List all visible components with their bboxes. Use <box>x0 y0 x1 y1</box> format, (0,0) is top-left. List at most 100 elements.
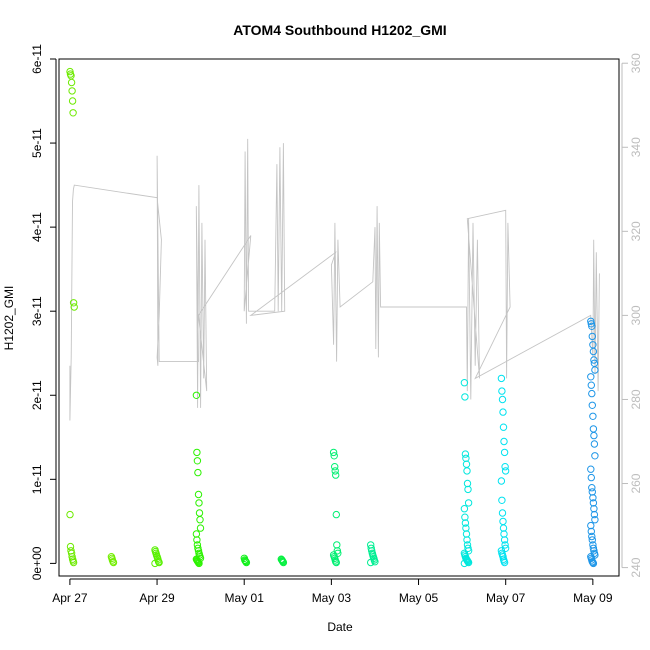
data-point <box>192 391 201 399</box>
data-point <box>464 485 472 494</box>
data-point <box>69 299 78 307</box>
data-point <box>590 440 599 448</box>
data-point <box>155 558 163 567</box>
data-point <box>588 532 596 541</box>
data-point <box>68 87 76 95</box>
x-tick-label: May 07 <box>486 591 526 605</box>
data-point <box>330 452 338 460</box>
data-point <box>193 457 202 465</box>
data-point <box>462 460 471 468</box>
x-tick-label: May 03 <box>312 591 352 605</box>
data-point <box>460 379 469 387</box>
data-point <box>195 559 203 568</box>
y2-tick-label: 320 <box>629 221 643 241</box>
data-point <box>69 558 78 567</box>
data-point <box>587 465 595 473</box>
data-point <box>331 463 339 471</box>
data-point <box>587 373 595 381</box>
data-point <box>69 109 77 117</box>
data-point <box>500 536 509 544</box>
y-tick-label: 1e-11 <box>30 464 44 494</box>
data-point <box>70 303 78 311</box>
data-point <box>194 558 202 566</box>
data-point <box>501 544 510 552</box>
data-point <box>461 513 469 521</box>
data-point <box>67 78 76 87</box>
data-point <box>332 558 340 566</box>
data-point <box>279 558 288 567</box>
y-tick-label: 2e-11 <box>30 380 44 410</box>
data-point <box>66 510 74 519</box>
data-point <box>499 517 507 526</box>
data-point <box>501 541 509 549</box>
data-point <box>587 381 595 389</box>
y2-tick-label: 360 <box>629 53 643 73</box>
data-point <box>591 366 599 374</box>
data-point <box>193 448 201 457</box>
y2-tick-label: 240 <box>629 557 643 577</box>
data-point <box>587 521 595 530</box>
y2-tick-label: 340 <box>629 137 643 157</box>
data-point <box>591 516 599 524</box>
data-point <box>196 516 204 524</box>
x-tick-label: May 01 <box>225 591 265 605</box>
data-point <box>589 412 597 420</box>
data-point <box>497 374 506 383</box>
data-point <box>500 437 508 446</box>
data-point <box>461 519 470 527</box>
data-point <box>461 450 470 458</box>
data-point <box>460 559 469 568</box>
data-point <box>462 454 470 462</box>
data-point <box>332 471 340 479</box>
data-point <box>331 467 339 475</box>
data-point <box>588 401 596 409</box>
data-points-layer <box>66 67 599 568</box>
flight-track-line <box>69 138 600 421</box>
y-axis: 0e+00 1e-11 2e-11 3e-11 4e-11 5e-11 6e-11 <box>30 44 57 580</box>
data-point <box>499 423 508 431</box>
x-tick-label: Apr 29 <box>139 591 175 605</box>
data-point <box>588 484 596 492</box>
data-point <box>68 97 77 105</box>
data-point <box>194 490 203 499</box>
data-point <box>464 558 472 566</box>
data-point <box>590 510 599 519</box>
y-tick-label: 0e+00 <box>30 546 44 580</box>
data-point <box>501 467 510 475</box>
data-point <box>590 431 598 440</box>
data-point <box>589 559 598 568</box>
x-axis-label: Date <box>327 620 353 634</box>
x-tick-label: Apr 27 <box>52 591 88 605</box>
data-point <box>460 505 469 513</box>
x-axis: Apr 27 Apr 29 May 01 May 03 May 05 May 07 May … <box>52 578 613 605</box>
data-point <box>589 494 597 502</box>
data-point <box>498 496 506 504</box>
data-point <box>589 425 598 433</box>
y-tick-label: 5e-11 <box>30 128 44 158</box>
data-point <box>588 558 596 566</box>
y-tick-label: 4e-11 <box>30 212 44 242</box>
x-tick-label: May 09 <box>573 591 613 605</box>
data-point <box>463 536 471 544</box>
data-point <box>463 467 471 475</box>
data-point <box>588 488 596 496</box>
data-point <box>587 473 595 482</box>
data-point <box>329 448 338 457</box>
data-point <box>588 332 596 341</box>
data-point <box>367 558 375 567</box>
data-point <box>109 558 118 567</box>
y2-tick-label: 280 <box>629 389 643 409</box>
data-point <box>589 347 598 356</box>
data-point <box>332 510 340 519</box>
data-point <box>588 536 596 544</box>
y2-tick-label: 300 <box>629 305 643 325</box>
data-point <box>193 536 201 544</box>
data-point <box>498 509 507 517</box>
data-point <box>461 393 469 401</box>
data-point <box>194 468 202 477</box>
data-point <box>464 499 473 507</box>
data-point <box>371 558 379 566</box>
data-point <box>587 527 595 536</box>
data-point <box>501 463 509 471</box>
plot-frame <box>58 58 620 577</box>
